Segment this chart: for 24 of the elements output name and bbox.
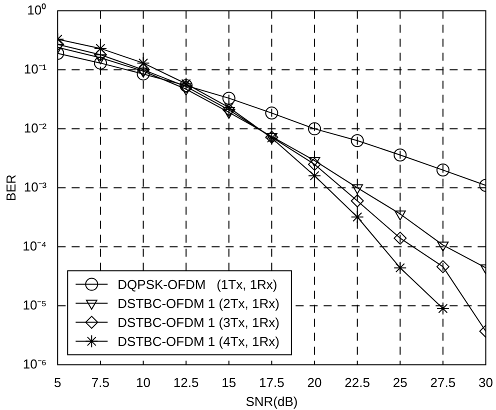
x-tick-label: 27.5 <box>430 375 456 390</box>
y-tick-label: 10⁻³ <box>24 179 48 194</box>
legend-label: DSTBC-OFDM 1 (4Tx, 1Rx) <box>118 334 280 349</box>
x-tick-label: 7.5 <box>91 375 110 390</box>
x-tick-label: 30 <box>478 375 494 390</box>
y-tick-label: 10⁻² <box>24 120 48 136</box>
y-tick-label: 10⁻⁴ <box>22 238 47 254</box>
x-tick-label: 20 <box>307 375 322 390</box>
legend-label: DSTBC-OFDM 1 (3Tx, 1Rx) <box>118 314 280 330</box>
y-tick-label: 10⁻⁵ <box>22 297 47 312</box>
x-tick-label: 15 <box>222 375 236 390</box>
x-tick-label: 25 <box>392 375 408 390</box>
x-axis-title: SNR(dB) <box>246 394 298 409</box>
legend-label: DQPSK-OFDM (1Tx, 1Rx) <box>118 276 278 292</box>
y-tick-label: 10⁻⁶ <box>22 356 47 372</box>
x-tick-label: 22.5 <box>344 375 370 390</box>
y-tick-label: 10⁰ <box>27 2 47 18</box>
x-tick-label: 10 <box>136 375 151 390</box>
x-tick-label: 12.5 <box>173 375 199 390</box>
legend-label: DSTBC-OFDM 1 (2Tx, 1Rx) <box>118 296 280 311</box>
x-tick-label: 17.5 <box>259 375 284 390</box>
y-axis-title: BER <box>3 174 18 202</box>
x-tick-label: 5 <box>54 375 62 390</box>
y-tick-label: 10⁻¹ <box>24 61 48 76</box>
